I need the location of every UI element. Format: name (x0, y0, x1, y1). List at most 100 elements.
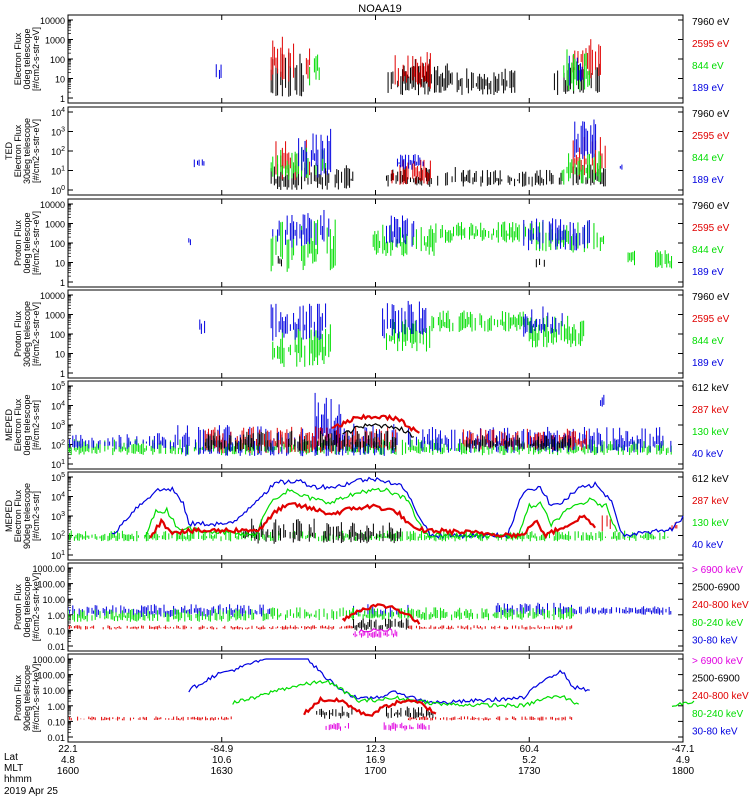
legend-entry: 844 eV (692, 153, 724, 164)
panel-frame (67, 471, 684, 561)
x-row-label-hhmm: hhmm (4, 774, 32, 785)
panel-ted-electron-30deg: 100 101 102 103 104 TEDElectron Flux30deg tel… (4, 106, 730, 196)
y-tick-label: 100 (51, 185, 65, 196)
legend-entry: 7960 eV (692, 109, 730, 120)
y-tick-label: 101 (51, 166, 65, 177)
y-tick-label: 1000 (45, 311, 65, 321)
series-black (277, 256, 545, 268)
x-date-label: 2019 Apr 25 (4, 786, 58, 797)
legend-entry: 2500-6900 (692, 583, 740, 594)
legend-entry: > 6900 keV (692, 565, 743, 576)
figure-title: NOAA19 (358, 3, 401, 15)
x-axis-group: Lat MLT hhmm 2019 Apr 25 22.1 -84.9 12.3 60… (4, 744, 695, 797)
legend-entry: 189 eV (692, 358, 724, 369)
series-black (243, 518, 402, 544)
series-line-red (331, 413, 420, 434)
y-tick-label: 10 (55, 75, 65, 85)
legend-entry: 40 keV (692, 449, 723, 460)
legend-entry: > 6900 keV (692, 656, 743, 667)
panel-data (69, 476, 684, 544)
y-tick-label: 1.00 (47, 702, 65, 712)
y-axis-label: Proton Flux90deg telescope[#/cm2-s-str-k… (13, 664, 41, 733)
y-tick-label: 105 (51, 381, 65, 392)
y-axis-label: TEDElectron Flux30deg telescope[#/cm2-s-… (4, 118, 41, 184)
legend-entry: 844 eV (692, 245, 724, 256)
legend-entry: 189 eV (692, 83, 724, 94)
x-tick-label-lat: 60.4 (520, 744, 540, 755)
panel-data (199, 300, 585, 367)
y-tick-label: 105 (51, 472, 65, 483)
panel-meped-electron-90deg: 101 102 103 104 105 MEPEDElectron Flux90deg t… (4, 471, 729, 561)
legend-entry: 287 keV (692, 405, 729, 416)
y-tick-label: 100.00 (37, 671, 65, 681)
series-magenta (353, 629, 398, 638)
legend-entry: 2595 eV (692, 223, 730, 234)
y-tick-label: 1 (60, 94, 65, 104)
x-tick-label-hhmm: 1730 (518, 766, 541, 777)
legend-entry: 189 eV (692, 267, 724, 278)
legend-entry: 189 eV (692, 175, 724, 186)
y-axis-label: Proton Flux0deg telescope[#/cm2-s-str-ke… (13, 573, 41, 642)
legend-entry: 30-80 keV (692, 726, 738, 737)
x-tick-label-hhmm: 1800 (672, 766, 695, 777)
x-tick-label-mlt: 10.6 (212, 755, 232, 766)
series-line-red (149, 502, 596, 540)
series-line-green (671, 700, 695, 707)
y-tick-label: 1000 (45, 36, 65, 46)
x-tick-label-hhmm: 1700 (364, 766, 387, 777)
y-tick-label: 0.01 (47, 642, 65, 652)
series-red (68, 625, 573, 630)
panel-data (68, 392, 672, 457)
legend-entry: 2595 eV (692, 39, 730, 50)
legend-entry: 240-800 keV (692, 600, 749, 611)
series-blue (215, 55, 583, 86)
y-tick-label: 10 (55, 259, 65, 269)
panel-frame (67, 289, 684, 379)
series-line-magenta (358, 627, 393, 634)
series-blue (193, 119, 623, 178)
series-line-black (342, 423, 415, 438)
y-tick-label: 10000 (40, 200, 65, 210)
panel-meped-electron-0deg: 101 102 103 104 105 MEPEDElectron Flux0deg te… (4, 380, 729, 470)
series-green (309, 49, 590, 91)
legend-entry: 130 keV (692, 518, 729, 529)
y-tick-label: 102 (51, 146, 65, 157)
y-tick-label: 1 (60, 369, 65, 379)
series-line-blue (188, 658, 590, 705)
y-axis-label: Proton Flux30deg telescope[#/cm2-s-str-e… (13, 301, 41, 367)
panel-data (188, 209, 673, 272)
panel-data (68, 602, 672, 638)
series-blue (188, 209, 590, 251)
y-tick-label: 100 (50, 55, 65, 65)
y-tick-label: 1.00 (47, 611, 65, 621)
legend-entry: 30-80 keV (692, 635, 738, 646)
series-black (204, 430, 572, 452)
legend-entry: 844 eV (692, 61, 724, 72)
series-line-green (232, 679, 579, 709)
x-tick-label-mlt: 4.9 (676, 755, 690, 766)
panel-frame (67, 380, 684, 470)
legend-entry: 612 keV (692, 383, 729, 394)
y-tick-label: 0.10 (47, 626, 65, 636)
series-green (270, 219, 673, 272)
y-tick-label: 103 (51, 127, 65, 138)
y-tick-label: 104 (51, 107, 65, 118)
x-tick-label-mlt: 5.2 (522, 755, 536, 766)
legend-entry: 80-240 keV (692, 709, 743, 720)
legend-entry: 612 keV (692, 474, 729, 485)
series-magenta (325, 722, 430, 731)
y-tick-label: 10000 (40, 291, 65, 301)
series-line-red (303, 695, 437, 717)
legend-entry: 7960 eV (692, 17, 730, 28)
legend-entry: 7960 eV (692, 292, 730, 303)
legend-entry: 2595 eV (692, 314, 730, 325)
y-tick-label: 0.01 (47, 733, 65, 743)
x-tick-label-lat: -84.9 (210, 744, 233, 755)
panel-frame (67, 198, 684, 288)
y-tick-label: 100.00 (37, 580, 65, 590)
y-axis-label: MEPEDElectron Flux90deg telescope[#/cm2-… (4, 483, 41, 549)
